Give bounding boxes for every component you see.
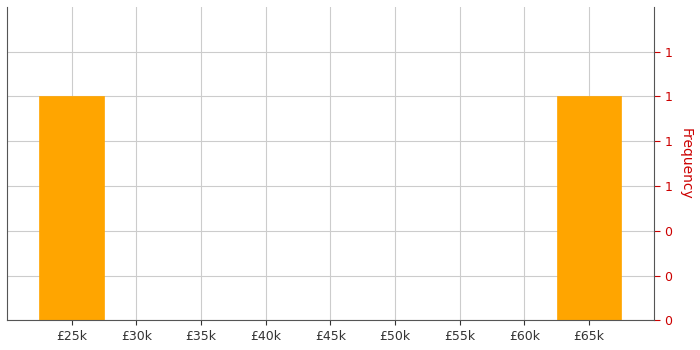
Y-axis label: Frequency: Frequency bbox=[679, 128, 693, 200]
Bar bbox=[39, 97, 104, 320]
Bar bbox=[556, 97, 622, 320]
